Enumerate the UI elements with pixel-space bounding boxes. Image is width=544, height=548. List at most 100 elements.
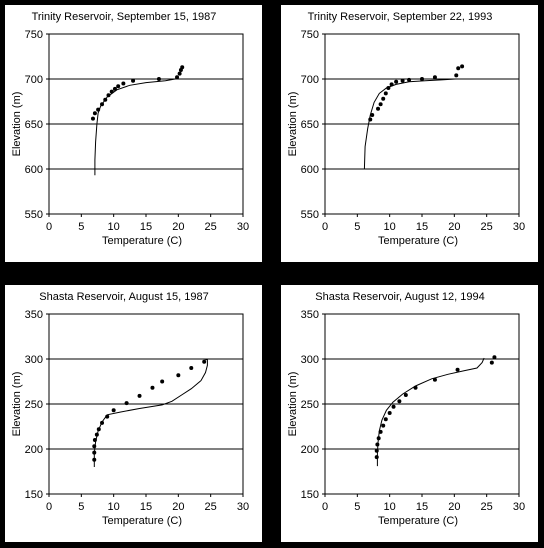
profile-line — [94, 76, 179, 176]
data-point — [160, 379, 165, 384]
data-point — [370, 113, 375, 117]
x-axis-label: Temperature (C) — [378, 515, 458, 527]
y-axis-label: Elevation (m) — [11, 372, 23, 437]
x-tick-label: 5 — [78, 501, 84, 513]
y-tick-label: 250 — [25, 399, 43, 411]
x-tick-label: 30 — [513, 501, 525, 513]
y-tick-label: 750 — [25, 29, 43, 41]
x-tick-label: 20 — [172, 501, 184, 513]
x-tick-label: 10 — [384, 501, 396, 513]
y-tick-label: 350 — [25, 309, 43, 321]
x-tick-label: 15 — [140, 221, 152, 233]
data-point — [407, 77, 412, 82]
data-point — [121, 81, 126, 86]
chart-panel-4: Shasta Reservoir, August 12, 1994 150 20 0 2… — [281, 285, 538, 542]
y-tick-label: 650 — [25, 119, 43, 131]
data-point — [460, 64, 465, 69]
x-tick-label: 25 — [205, 501, 217, 513]
data-point — [391, 404, 396, 409]
data-point — [383, 91, 388, 96]
data-point — [432, 75, 437, 80]
data-point — [124, 401, 129, 406]
y-tick-label: 550 — [25, 209, 43, 221]
y-axis-label: Elevation (m) — [287, 92, 299, 157]
data-point — [189, 366, 194, 370]
chart-title: Trinity Reservoir, September 15, 1987 — [32, 11, 217, 23]
y-tick-label: 650 — [301, 119, 319, 131]
data-point — [150, 385, 155, 390]
x-axis-label: Temperature (C) — [102, 235, 182, 247]
y-tick-label: 150 — [25, 489, 43, 501]
y-tick-label: 700 — [25, 74, 43, 86]
x-tick-label: 30 — [237, 221, 249, 233]
data-point — [397, 399, 402, 404]
x-tick-label: 5 — [354, 501, 360, 513]
y-tick-label: 300 — [25, 354, 43, 366]
data-point — [137, 393, 142, 398]
chart-svg: Trinity Reservoir, September 22, 1993 550… — [287, 11, 525, 247]
profile-line — [376, 357, 485, 467]
chart-title: Shasta Reservoir, August 15, 1987 — [39, 291, 208, 303]
data-point — [378, 102, 383, 107]
y-tick-label: 700 — [301, 74, 319, 86]
data-point — [383, 417, 388, 422]
data-point — [432, 377, 437, 382]
y-tick-label: 550 — [301, 209, 319, 221]
chart-panel-2: Trinity Reservoir, September 22, 1993 550… — [281, 5, 538, 262]
data-point — [489, 360, 494, 365]
data-point — [400, 78, 405, 83]
x-tick-label: 0 — [46, 501, 52, 513]
x-tick-label: 20 — [448, 501, 460, 513]
data-point — [156, 77, 161, 81]
x-axis-label: Temperature (C) — [102, 515, 182, 527]
x-tick-label: 0 — [322, 501, 328, 513]
chart-title: Shasta Reservoir, August 12, 1994 — [315, 291, 484, 303]
data-point — [131, 78, 136, 83]
y-tick-label: 750 — [301, 29, 319, 41]
data-point — [374, 455, 379, 460]
data-point — [456, 66, 461, 71]
y-tick-label: 600 — [301, 164, 319, 176]
data-point — [180, 65, 185, 70]
y-axis-label: Elevation (m) — [287, 372, 299, 437]
x-axis-label: Temperature (C) — [378, 235, 458, 247]
x-tick-label: 0 — [322, 221, 328, 233]
data-point — [492, 355, 497, 360]
data-point — [374, 448, 379, 453]
y-tick-label: 200 — [25, 444, 43, 456]
data-point — [381, 96, 386, 101]
x-tick-label: 15 — [416, 221, 428, 233]
x-tick-label: 5 — [354, 221, 360, 233]
y-tick-label: 600 — [25, 164, 43, 176]
data-point — [387, 411, 392, 415]
data-point — [90, 116, 95, 121]
data-point — [111, 408, 116, 413]
x-tick-label: 30 — [237, 501, 249, 513]
y-tick-label: 150 — [301, 489, 319, 501]
data-point — [381, 423, 386, 428]
x-tick-label: 25 — [481, 501, 493, 513]
x-tick-label: 25 — [205, 221, 217, 233]
x-tick-label: 30 — [513, 221, 525, 233]
data-point — [420, 77, 424, 81]
x-tick-label: 10 — [108, 501, 120, 513]
chart-svg: Shasta Reservoir, August 12, 1994 150 20 0 2… — [287, 291, 525, 527]
chart-svg: Trinity Reservoir, September 15, 1987 550… — [11, 11, 249, 247]
data-point — [394, 79, 399, 84]
y-tick-label: 350 — [301, 309, 319, 321]
x-tick-label: 20 — [448, 221, 460, 233]
chart-panel-1: Trinity Reservoir, September 15, 1987 550… — [5, 5, 262, 262]
x-tick-label: 5 — [78, 221, 84, 233]
chart-title: Trinity Reservoir, September 22, 1993 — [308, 11, 493, 23]
y-tick-label: 250 — [301, 399, 319, 411]
data-point — [116, 84, 121, 89]
x-tick-label: 10 — [384, 221, 396, 233]
x-tick-label: 10 — [108, 221, 120, 233]
data-point — [454, 73, 459, 78]
x-tick-label: 20 — [172, 221, 184, 233]
x-tick-label: 25 — [481, 221, 493, 233]
y-tick-label: 300 — [301, 354, 319, 366]
x-tick-label: 0 — [46, 221, 52, 233]
x-tick-label: 15 — [416, 501, 428, 513]
profile-line — [93, 358, 208, 467]
